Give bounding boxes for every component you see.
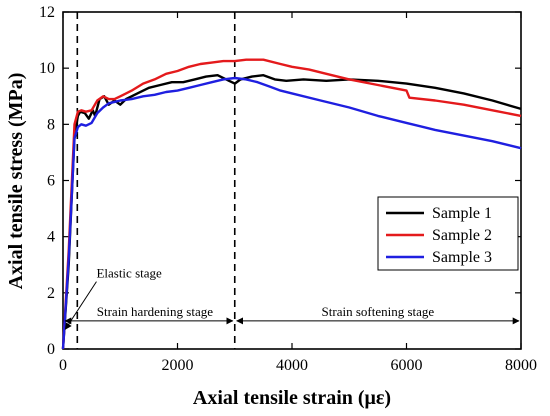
series-line-3 bbox=[61, 76, 522, 350]
x-tick-label: 8000 bbox=[505, 357, 537, 374]
legend-label: Sample 3 bbox=[432, 249, 492, 266]
y-tick-label: 10 bbox=[39, 60, 55, 77]
x-tick-label: 2000 bbox=[162, 357, 194, 374]
y-tick-label: 0 bbox=[47, 341, 55, 358]
data-series bbox=[61, 58, 522, 350]
x-tick-label: 4000 bbox=[276, 357, 308, 374]
plot-frame bbox=[62, 11, 522, 350]
y-tick-label: 8 bbox=[47, 116, 55, 133]
x-tick-label: 6000 bbox=[391, 357, 423, 374]
stage-annotations: Strain hardening stage Strain softening s… bbox=[64, 266, 520, 330]
y-tick-label: 6 bbox=[47, 173, 55, 190]
strain-hardening-label: Strain hardening stage bbox=[97, 304, 213, 319]
series-line-2 bbox=[61, 58, 522, 350]
legend: Sample 1 Sample 2 Sample 3 bbox=[377, 196, 519, 271]
stage-divider-lines bbox=[76, 12, 236, 349]
legend-label: Sample 2 bbox=[432, 227, 492, 244]
y-tick-label: 4 bbox=[47, 229, 55, 246]
y-tick-label: 12 bbox=[39, 4, 55, 21]
y-axis-title: Axial tensile stress (MPa) bbox=[5, 73, 27, 290]
strain-softening-label: Strain softening stage bbox=[322, 304, 435, 319]
y-tick-label: 2 bbox=[47, 285, 55, 302]
elastic-stage-pointer bbox=[64, 281, 97, 330]
axis-ticks: 0 2000 4000 6000 8000 0 2 4 6 8 10 12 bbox=[39, 4, 537, 374]
x-axis-title: Axial tensile strain (με) bbox=[193, 387, 391, 409]
elastic-stage-label: Elastic stage bbox=[96, 266, 162, 281]
legend-label: Sample 1 bbox=[432, 205, 492, 222]
x-tick-label: 0 bbox=[59, 357, 67, 374]
series-line-1 bbox=[61, 73, 522, 350]
